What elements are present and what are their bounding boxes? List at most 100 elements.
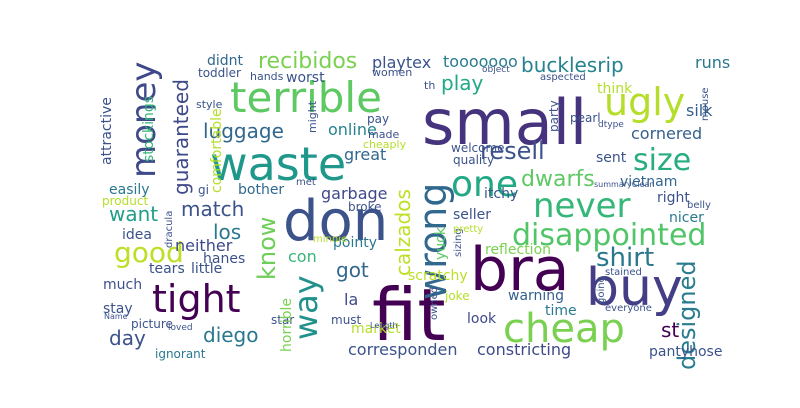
word-attractive: attractive — [99, 97, 115, 165]
word-quality: quality — [453, 153, 494, 167]
word-hands: hands — [250, 70, 284, 83]
word-hanes: hanes — [203, 251, 245, 267]
word-might: might — [306, 100, 319, 133]
word-name: Name — [104, 312, 128, 321]
word-warning: warning — [508, 288, 564, 304]
word-going: going — [596, 276, 607, 304]
word-los: los — [213, 220, 241, 244]
word-nicer: nicer — [669, 210, 704, 226]
word-buy: buy — [586, 258, 683, 318]
word-length: Length — [370, 321, 398, 330]
word-ignorant: ignorant — [155, 347, 206, 361]
word-aspected: aspected — [540, 72, 586, 83]
word-look: look — [467, 311, 497, 327]
word-resell: resell — [480, 137, 545, 165]
word-diego: diego — [203, 323, 259, 347]
word-gi: gi — [198, 183, 209, 197]
word-tight: tight — [152, 277, 241, 321]
word-party: party — [547, 100, 561, 132]
word-everyone: everyone — [605, 303, 652, 314]
word-never: never — [533, 186, 631, 226]
word-must: must — [331, 313, 362, 327]
word-loved: loved — [168, 323, 193, 333]
word-time: time — [545, 303, 577, 319]
word-idea: idea — [122, 227, 152, 243]
word-pointy: pointy — [333, 235, 377, 251]
word-cheap: cheap — [503, 306, 625, 352]
word-know: know — [253, 217, 281, 280]
word-la: la — [344, 290, 358, 309]
word-recibidos: recibidos — [258, 49, 357, 74]
word-think: think — [597, 81, 633, 97]
word-corresponden: corresponden — [348, 340, 458, 359]
word-small: small — [422, 86, 587, 159]
word-owned: owned — [429, 287, 440, 320]
word-right: right — [657, 190, 690, 206]
word-made: made — [368, 128, 399, 141]
word-good: good — [114, 236, 184, 269]
word-pearl: pearl — [570, 111, 601, 125]
word-worst: worst — [286, 70, 325, 86]
word-welcome: welcome — [451, 141, 505, 155]
word-star: star — [271, 313, 294, 327]
word-st: st — [661, 318, 679, 342]
word-much: much — [103, 277, 142, 293]
word-toddler: toddler — [198, 66, 241, 80]
word-broke: broke — [348, 200, 382, 214]
word-disappointed: disappointed — [512, 218, 706, 253]
word-little: little — [191, 261, 222, 277]
word-stockings: stockings — [141, 96, 157, 162]
word-pay: pay — [367, 112, 389, 126]
word-money: money — [124, 61, 164, 178]
word-con: con — [288, 247, 317, 266]
word-bother: bother — [238, 182, 284, 198]
word-cornered: cornered — [631, 124, 702, 143]
word-cheaply: cheaply — [363, 138, 407, 151]
word-don: don — [283, 189, 388, 254]
word-object: object — [482, 65, 510, 75]
word-summaryclean: summaryClean — [594, 180, 654, 189]
word-easily: easily — [109, 182, 150, 198]
word-tooooooo: tooooooo — [443, 52, 518, 71]
word-great: great — [344, 145, 386, 164]
word-belly: belly — [687, 200, 711, 211]
word-neither: neither — [175, 236, 233, 255]
word-comfortable: comfortable — [209, 108, 225, 193]
word-constricting: constricting — [477, 340, 571, 359]
word-luggage: luggage — [203, 119, 284, 143]
word-didnt: didnt — [207, 53, 244, 69]
word-met: met — [296, 177, 316, 188]
word-mouse: mouse — [700, 87, 711, 121]
word-silk: silk — [686, 101, 713, 120]
word-dtype: dtype — [598, 120, 624, 130]
word-product: product — [102, 194, 148, 208]
word-day: day — [109, 326, 146, 350]
word-waste: waste — [210, 137, 346, 191]
word-yuck: yuck — [433, 226, 449, 260]
word-bra: bra — [470, 235, 570, 305]
word-size: size — [633, 143, 691, 178]
word-th: th — [424, 79, 435, 92]
word-shirt: shirt — [596, 243, 654, 273]
word-style: style — [196, 98, 223, 111]
word-sent: sent — [596, 150, 627, 166]
word-calzados: calzados — [391, 189, 415, 276]
word-terrible: terrible — [230, 73, 382, 122]
word-designed: designed — [673, 260, 701, 370]
word-garbage: garbage — [321, 184, 388, 203]
word-want: want — [109, 202, 158, 226]
word-market: market — [351, 321, 401, 337]
word-pantyhose: pantyhose — [649, 344, 722, 360]
word-stained: stained — [605, 267, 642, 278]
word-pretty: pretty — [453, 224, 483, 235]
word-sizing: sizing — [453, 228, 464, 257]
word-vietnam: vietnam — [620, 174, 677, 190]
word-online: online — [328, 120, 377, 139]
word-horrible: horrible — [279, 298, 295, 352]
word-reflection: reflection — [485, 242, 551, 258]
word-picture: picture — [131, 317, 173, 331]
word-match: match — [181, 197, 244, 221]
word-play: play — [441, 71, 484, 95]
